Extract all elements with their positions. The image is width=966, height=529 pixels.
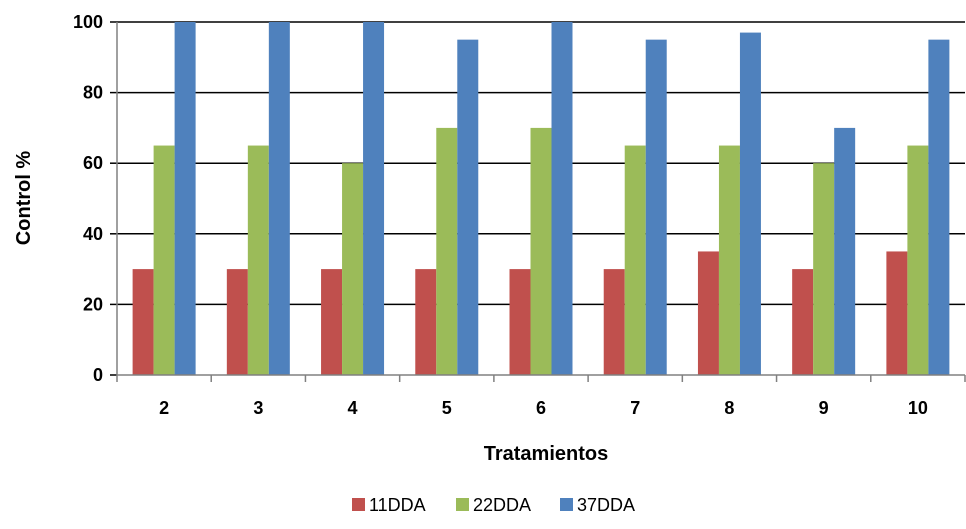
x-tick-label: 10 [908, 398, 928, 418]
bar-11DDA-10 [886, 251, 908, 375]
y-tick-label: 0 [93, 365, 103, 385]
bar-11DDA-4 [321, 269, 343, 375]
bar-37DDA-7 [645, 39, 667, 376]
bar-37DDA-4 [363, 22, 385, 375]
legend-item-22DDA: 22DDA [456, 495, 531, 515]
bar-37DDA-2 [174, 22, 196, 375]
bars [132, 22, 950, 376]
bar-11DDA-2 [132, 269, 154, 375]
x-tick-label: 6 [536, 398, 546, 418]
legend-swatch [352, 498, 365, 511]
x-tick-label: 3 [253, 398, 263, 418]
axes [110, 21, 966, 382]
bar-11DDA-9 [792, 269, 814, 375]
y-axis-title: Control % [13, 151, 35, 246]
bar-11DDA-5 [415, 269, 437, 375]
bar-22DDA-3 [247, 145, 269, 375]
x-tick-label: 9 [819, 398, 829, 418]
y-tick-label: 40 [83, 224, 103, 244]
bar-22DDA-10 [907, 145, 929, 375]
x-tick-label: 4 [348, 398, 358, 418]
bar-11DDA-3 [226, 269, 248, 375]
legend-swatch [456, 498, 469, 511]
bar-22DDA-9 [813, 163, 835, 375]
legend: 11DDA 22DDA 37DDA [352, 495, 635, 515]
bar-37DDA-5 [457, 39, 479, 376]
bar-37DDA-6 [551, 22, 573, 375]
x-tick-label: 2 [159, 398, 169, 418]
x-axis-title: Tratamientos [484, 443, 608, 465]
legend-label: 11DDA [369, 495, 426, 515]
bar-11DDA-7 [603, 269, 625, 375]
tick-labels: 0 20 40 60 80 100 2 3 4 5 6 7 8 9 10 [73, 12, 928, 418]
x-tick-label: 8 [724, 398, 734, 418]
x-tick-label: 5 [442, 398, 452, 418]
bar-11DDA-6 [509, 269, 531, 375]
bar-22DDA-5 [436, 127, 458, 376]
bar-37DDA-9 [834, 127, 856, 376]
bar-22DDA-4 [342, 163, 364, 375]
legend-item-37DDA: 37DDA [560, 495, 635, 515]
bar-22DDA-8 [718, 145, 740, 375]
legend-label: 22DDA [473, 495, 531, 515]
bar-22DDA-7 [624, 145, 646, 375]
bar-37DDA-8 [739, 32, 761, 376]
x-tick-label: 7 [630, 398, 640, 418]
bar-37DDA-3 [268, 22, 290, 375]
y-tick-label: 20 [83, 294, 103, 314]
y-tick-label: 100 [73, 12, 103, 32]
legend-label: 37DDA [577, 495, 635, 515]
y-tick-label: 60 [83, 153, 103, 173]
bar-22DDA-6 [530, 127, 552, 376]
bar-22DDA-2 [153, 145, 175, 375]
y-tick-label: 80 [83, 83, 103, 103]
bar-11DDA-8 [697, 251, 719, 375]
legend-item-11DDA: 11DDA [352, 495, 426, 515]
legend-swatch [560, 498, 573, 511]
bar-37DDA-10 [928, 39, 950, 376]
